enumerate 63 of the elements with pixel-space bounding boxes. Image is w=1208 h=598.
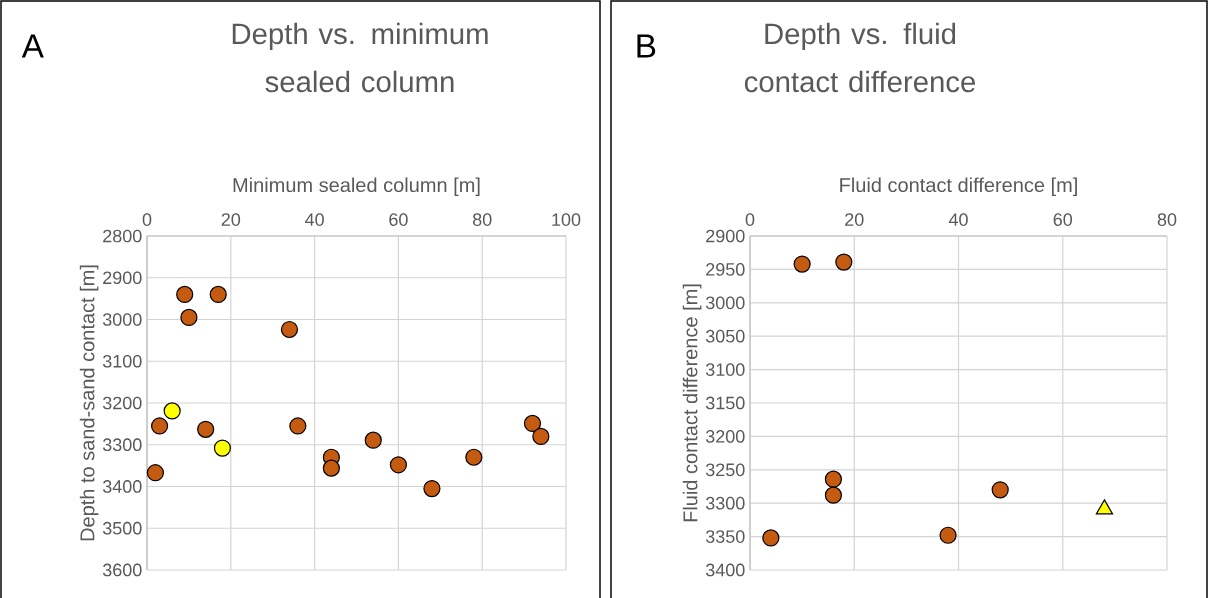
- point: [939, 526, 957, 544]
- x-tick-label: 60: [389, 213, 408, 226]
- chart-title: Depth vs. fluid contact difference: [744, 22, 976, 93]
- y-axis-title: Depth to sand-sand contact [m]: [79, 265, 99, 541]
- y-tick-label: 3350: [705, 530, 745, 543]
- point: [991, 481, 1009, 499]
- x-tick-label: 40: [305, 213, 324, 226]
- y-tick-label: 3050: [705, 329, 745, 343]
- y-axis-title: Fluid contact difference [m]: [682, 284, 702, 522]
- point: [824, 486, 842, 504]
- point: [176, 285, 194, 304]
- y-tick-label: 3300: [102, 438, 142, 452]
- y-tick-label: 3100: [705, 363, 745, 376]
- y-tick-label: 3250: [705, 463, 745, 477]
- point: [532, 427, 550, 445]
- point: [209, 285, 227, 304]
- x-tick-label: 100: [552, 213, 581, 226]
- y-tick-label: 3200: [102, 396, 142, 410]
- y-tick-label: 2900: [103, 271, 142, 285]
- point: [835, 253, 853, 271]
- y-tick-label: 2950: [706, 263, 745, 276]
- x-tick-label: 60: [1053, 213, 1073, 226]
- point: [793, 255, 811, 273]
- x-tick-label: 20: [221, 213, 241, 226]
- y-tick-label: 3200: [705, 430, 745, 443]
- point: [364, 431, 382, 449]
- y-tick-label: 3400: [102, 480, 142, 493]
- y-tick-label: 3600: [102, 563, 142, 577]
- x-tick-label: 80: [472, 213, 492, 226]
- point: [824, 470, 842, 488]
- point: [280, 320, 299, 339]
- point: [322, 459, 340, 477]
- point: [163, 402, 181, 420]
- y-tick-label: 3000: [705, 296, 745, 310]
- point: [180, 308, 198, 327]
- point: [213, 439, 232, 457]
- point: [523, 414, 542, 433]
- x-tick-label: 20: [845, 213, 864, 226]
- y-tick-label: 3400: [705, 563, 745, 577]
- point: [289, 417, 307, 435]
- y-tick-label: 3100: [102, 354, 142, 368]
- y-tick-label: 3500: [102, 521, 142, 535]
- text: A: [21, 34, 44, 58]
- point: [146, 464, 164, 482]
- y-tick-label: 3300: [705, 496, 745, 510]
- point: [423, 479, 441, 498]
- point: [150, 417, 169, 435]
- point: [389, 456, 407, 474]
- x-tick-label: 80: [1157, 213, 1177, 226]
- text: B: [637, 34, 656, 58]
- x-tick-label: 0: [142, 213, 152, 226]
- y-tick-label: 3150: [705, 396, 745, 410]
- chart-title: Depth vs. minimum sealed column: [232, 22, 488, 93]
- point: [762, 529, 780, 547]
- x-tick-label: 40: [948, 213, 968, 226]
- point: [197, 420, 215, 438]
- point: [465, 448, 483, 466]
- x-axis-title: Minimum sealed column [m]: [233, 177, 480, 197]
- x-axis-title: Fluid contact difference [m]: [840, 177, 1077, 197]
- y-tick-label: 3000: [102, 313, 142, 326]
- x-tick-label: 0: [745, 213, 755, 226]
- y-tick-label: 2800: [103, 229, 142, 243]
- y-tick-label: 2900: [706, 229, 745, 243]
